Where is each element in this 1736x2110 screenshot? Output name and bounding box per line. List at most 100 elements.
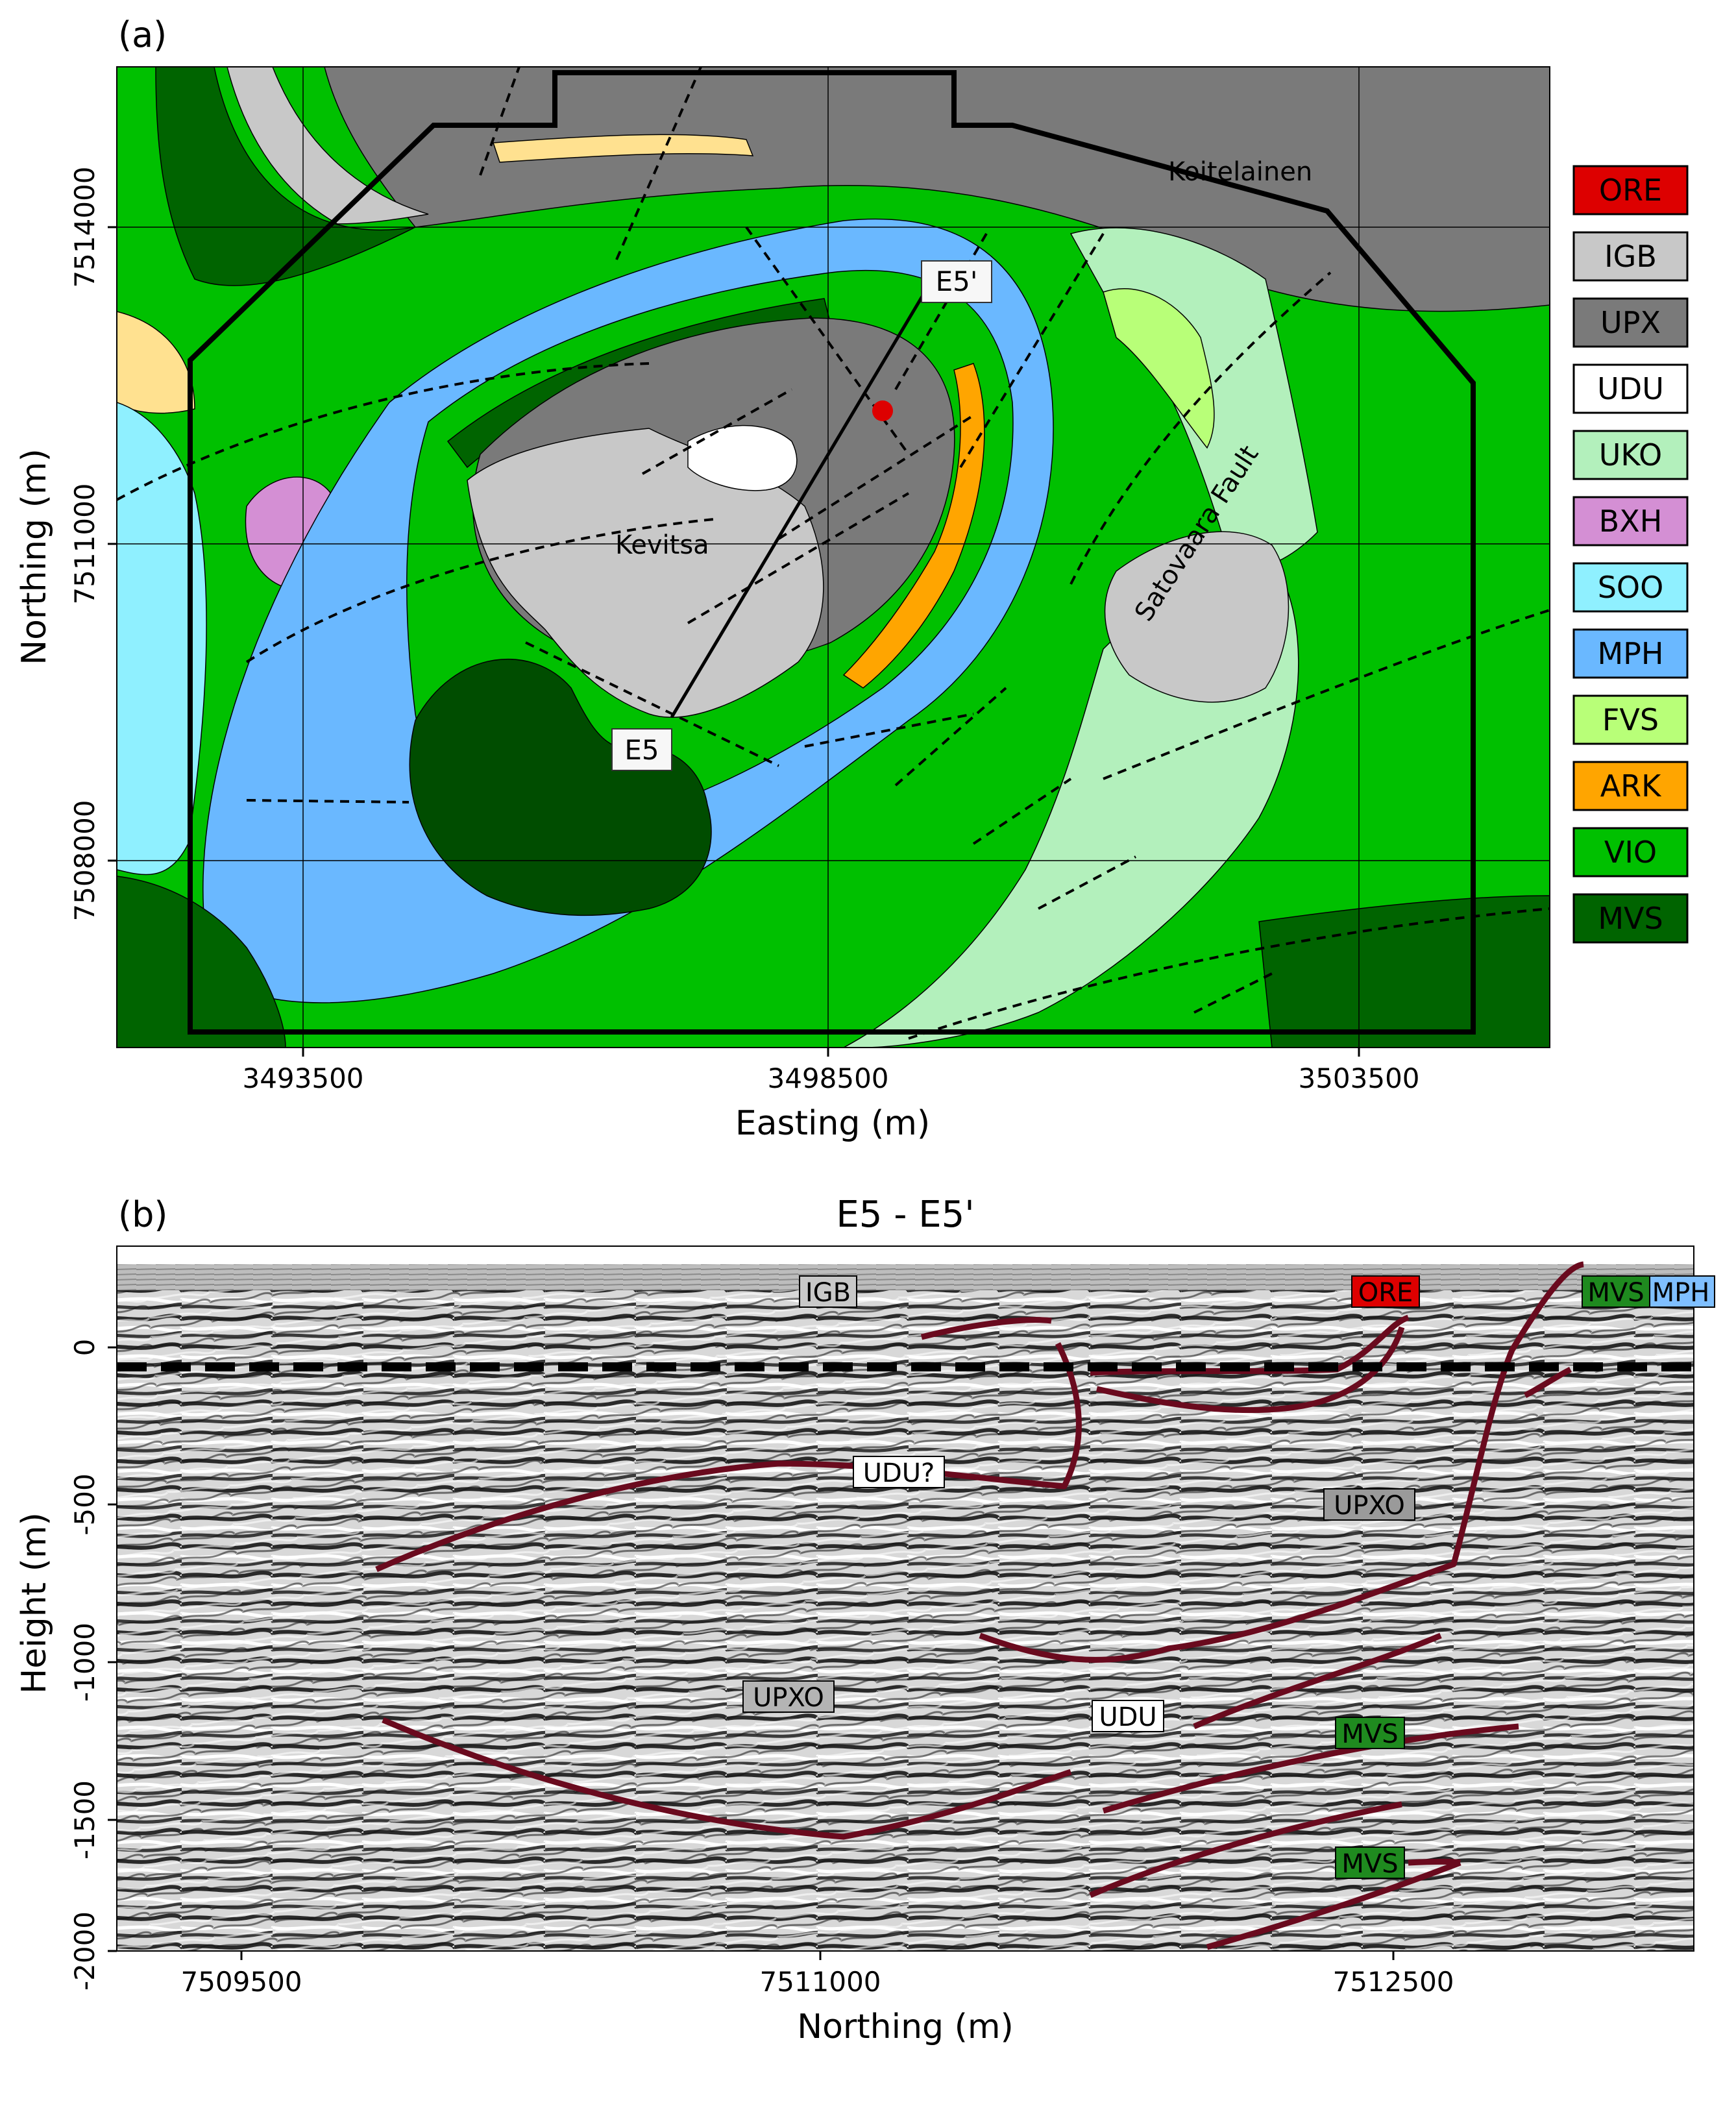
panel-b-label: (b) [118, 1194, 167, 1235]
seismic-image-overlay [117, 1264, 1694, 1951]
seismic-top-noise [117, 1264, 1694, 1290]
anno-upxo-center: UPXO [742, 1680, 835, 1713]
section-xtick-1: 7511000 [759, 1966, 881, 1998]
igb-north-arc [226, 67, 429, 225]
map-ytick-2: 7508000 [69, 800, 101, 921]
label-kevitsa: Kevitsa [615, 530, 709, 560]
legend-swatch [1572, 562, 1689, 613]
map-ytick-0: 7514000 [69, 166, 101, 288]
legend-swatch [1572, 430, 1689, 480]
legend-entry-ark: ARK [1572, 761, 1689, 811]
legend-label: UDU [1597, 371, 1664, 406]
udu-region [687, 424, 798, 491]
section-ytick-1: -500 [69, 1473, 101, 1535]
e5-prime-label: E5' [936, 265, 978, 297]
svg-text:MVS: MVS [1587, 1278, 1644, 1308]
mvs-se-region [1258, 895, 1550, 1048]
section-frame [116, 1245, 1694, 1952]
label-koitelainen: Koitelainen [1168, 157, 1312, 187]
svg-text:UDU?: UDU? [863, 1458, 935, 1488]
map-ticks [108, 226, 1360, 1057]
legend-swatch [1572, 297, 1689, 348]
profile-line-e5 [670, 291, 927, 718]
section-ytick-4: -2000 [69, 1911, 101, 1991]
anno-mvs-mid: MVS [1335, 1717, 1405, 1749]
section-ytick-3: -1500 [69, 1780, 101, 1859]
legend-swatch [1572, 628, 1689, 679]
map-legend: ORE IGB UPX UDU UKO BXH SOO MPH FVS ARK VIO MVS [1572, 165, 1689, 944]
legend-swatch [1572, 363, 1689, 414]
legend-entry-igb: IGB [1572, 231, 1689, 282]
svg-text:MVS: MVS [1341, 1849, 1398, 1879]
legend-entry-uko: UKO [1572, 430, 1689, 480]
legend-label: ARK [1600, 768, 1662, 804]
legend-label: MVS [1598, 901, 1663, 936]
anno-igb: IGB [799, 1275, 857, 1308]
survey-outline [188, 70, 1476, 1035]
legend-entry-udu: UDU [1572, 363, 1689, 414]
map-xtick-0: 3493500 [242, 1062, 363, 1094]
soo-west-region [117, 402, 207, 876]
legend-swatch [1572, 761, 1689, 811]
e5-prime-label-box [921, 260, 992, 303]
anno-mph: MPH [1649, 1275, 1715, 1308]
legend-swatch [1572, 694, 1689, 745]
legend-label: BXH [1599, 504, 1663, 539]
svg-text:UPXO: UPXO [1334, 1491, 1405, 1521]
svg-text:IGB: IGB [805, 1278, 851, 1308]
legend-entry-soo: SOO [1572, 562, 1689, 613]
section-ticks [108, 1346, 1395, 1960]
legend-label: SOO [1598, 570, 1664, 605]
legend-label: UPX [1600, 305, 1661, 340]
fault-lines [117, 67, 1550, 1040]
section-ylabel: Height (m) [15, 1512, 54, 1694]
section-xlabel: Northing (m) [797, 2007, 1014, 2046]
mvs-west-band [155, 67, 416, 286]
map-xtick-2: 3503500 [1298, 1062, 1419, 1094]
anno-mvs-top: MVS [1582, 1275, 1650, 1308]
e5-label: E5 [624, 734, 659, 766]
legend-entry-bxh: BXH [1572, 496, 1689, 546]
anno-mvs-bottom: MVS [1335, 1846, 1405, 1879]
legend-label: FVS [1602, 702, 1659, 737]
legend-label: VIO [1604, 835, 1657, 870]
panel-a-label: (a) [118, 14, 167, 55]
legend-entry-mvs: MVS [1572, 893, 1689, 944]
legend-swatch [1572, 231, 1689, 282]
e5-label-box [611, 728, 672, 771]
legend-label: MPH [1597, 636, 1663, 671]
section-ytick-0: 0 [69, 1339, 101, 1356]
legend-entry-fvs: FVS [1572, 694, 1689, 745]
map-xlabel: Easting (m) [735, 1104, 930, 1143]
svg-text:ORE: ORE [1358, 1278, 1413, 1308]
anno-udu: UDU [1092, 1700, 1164, 1732]
map-frame [116, 66, 1550, 1048]
legend-label: IGB [1604, 239, 1657, 274]
section-xtick-0: 7509500 [180, 1966, 302, 1998]
legend-swatch [1572, 827, 1689, 877]
igb-satovaara-region [1104, 531, 1290, 703]
ark-orange-band [842, 363, 985, 689]
svg-text:UPXO: UPXO [753, 1683, 824, 1713]
yellow-west-patch [117, 311, 195, 414]
section-title: E5 - E5' [836, 1194, 974, 1236]
svg-text:MVS: MVS [1341, 1719, 1398, 1749]
ore-marker [872, 400, 893, 421]
legend-swatch [1572, 165, 1689, 215]
map-ylabel: Northing (m) [15, 448, 54, 665]
legend-entry-mph: MPH [1572, 628, 1689, 679]
svg-text:UDU: UDU [1099, 1702, 1156, 1732]
legend-swatch [1572, 496, 1689, 546]
fvs-region [1103, 288, 1215, 449]
anno-udu-query: UDU? [853, 1456, 945, 1488]
map-xtick-1: 3498500 [767, 1062, 888, 1094]
legend-label: UKO [1599, 437, 1663, 472]
map-ytick-1: 7511000 [69, 483, 101, 604]
svg-text:MPH: MPH [1652, 1278, 1710, 1308]
igb-kevitsa-region [467, 428, 824, 718]
legend-entry-upx: UPX [1572, 297, 1689, 348]
section-annotations: IGB ORE MVS MPH UDU? UPXO UPXO UDU MVS M… [742, 1275, 1715, 1879]
legend-label: ORE [1599, 173, 1662, 208]
section-ytick-2: -1000 [69, 1623, 101, 1702]
